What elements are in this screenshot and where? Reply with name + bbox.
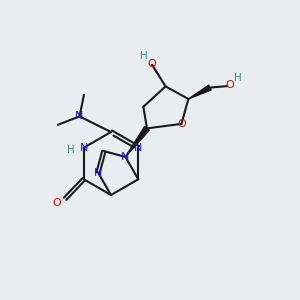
Polygon shape xyxy=(188,85,211,99)
Text: O: O xyxy=(225,80,234,91)
Text: O: O xyxy=(177,119,186,129)
Text: N: N xyxy=(94,168,102,178)
Text: N: N xyxy=(75,111,84,122)
Text: N: N xyxy=(121,152,130,162)
Polygon shape xyxy=(125,127,149,157)
Text: H: H xyxy=(140,51,148,61)
Text: H: H xyxy=(67,145,75,155)
Text: N: N xyxy=(80,143,88,153)
Text: N: N xyxy=(134,143,142,153)
Text: O: O xyxy=(52,198,61,208)
Text: H: H xyxy=(234,73,242,83)
Text: O: O xyxy=(147,59,156,69)
